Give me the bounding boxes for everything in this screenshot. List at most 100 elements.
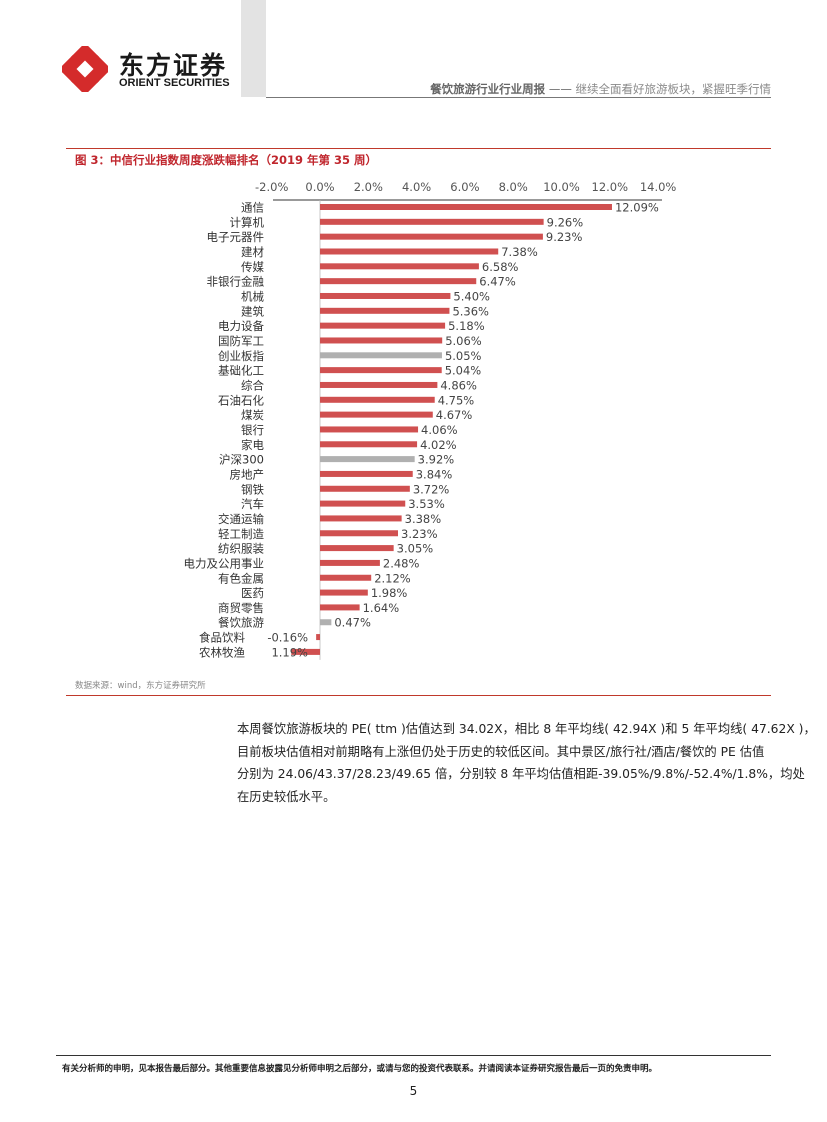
category-label: 医药: [241, 586, 264, 600]
value-label: 5.36%: [452, 304, 489, 318]
bar: [320, 456, 415, 463]
figure-title: 图 3：中信行业指数周度涨跌幅排名（2019 年第 35 周）: [75, 153, 378, 167]
category-label: 机械: [241, 289, 264, 303]
value-label: 7.38%: [501, 245, 538, 259]
value-label: -0.16%: [267, 631, 308, 645]
category-label: 食品饮料: [199, 631, 245, 645]
value-label: 1.98%: [371, 586, 408, 600]
value-label: 5.04%: [445, 364, 482, 378]
category-label: 家电: [241, 438, 264, 452]
bar: [320, 515, 402, 522]
category-label: 传媒: [241, 260, 264, 274]
value-label: 4.75%: [438, 393, 475, 407]
figure-top-divider: [66, 148, 771, 149]
bar: [320, 559, 380, 566]
page-number: 5: [409, 1084, 418, 1098]
value-label: 3.84%: [416, 467, 453, 481]
bar: [320, 292, 451, 299]
x-tick-label: 14.0%: [640, 180, 677, 194]
category-label: 农林牧渔: [199, 645, 245, 659]
bar: [320, 589, 368, 596]
category-label: 商贸零售: [218, 601, 264, 615]
value-label: 9.23%: [546, 230, 583, 244]
bar: [320, 337, 443, 344]
x-tick-label: 0.0%: [305, 180, 334, 194]
value-label: 5.40%: [453, 289, 490, 303]
category-label: 基础化工: [218, 364, 264, 378]
body-line: 本周餐饮旅游板块的 PE( ttm )估值达到 34.02X，相比 8 年平均线…: [237, 722, 816, 736]
value-label: 3.05%: [397, 542, 434, 556]
value-label: 1.19%: [271, 645, 308, 659]
brand-name-cn: 东方证券: [119, 51, 228, 80]
body-line: 目前板块估值相对前期略有上涨但仍处于历史的较低区间。其中景区/旅行社/酒店/餐饮…: [237, 744, 765, 759]
bar: [320, 204, 612, 210]
bar: [320, 426, 419, 433]
value-label: 4.86%: [440, 378, 477, 392]
value-label: 6.47%: [479, 275, 516, 289]
report-header: 餐饮旅游行业行业周报 —— 继续全面看好旅游板块，紧握旺季行情: [430, 81, 771, 97]
bar: [320, 574, 372, 581]
bar: [320, 530, 399, 537]
category-label: 轻工制造: [218, 527, 264, 541]
category-label: 石油石化: [218, 393, 264, 407]
category-label: 餐饮旅游: [218, 616, 264, 630]
value-label: 1.64%: [363, 601, 400, 615]
category-label: 纺织服装: [218, 542, 264, 556]
category-label: 电力及公用事业: [184, 556, 265, 570]
value-label: 6.58%: [482, 260, 519, 274]
x-tick-label: 8.0%: [499, 180, 528, 194]
category-label: 建材: [241, 245, 264, 259]
value-label: 5.18%: [448, 319, 485, 333]
bar: [320, 263, 479, 270]
category-label: 创业板指: [218, 349, 264, 363]
value-label: 3.53%: [408, 497, 445, 511]
value-label: 3.72%: [413, 482, 450, 496]
bar: [320, 367, 442, 374]
bar: [320, 396, 435, 403]
bar: [320, 619, 332, 626]
bar: [320, 218, 544, 225]
category-label: 沪深300: [219, 453, 264, 467]
value-label: 2.48%: [383, 556, 420, 570]
orient-logo-icon: [62, 46, 108, 92]
x-tick-label: 12.0%: [592, 180, 629, 194]
bar: [320, 545, 394, 552]
figure-bottom-divider: [66, 695, 771, 696]
value-label: 5.06%: [445, 334, 482, 348]
bar: [320, 233, 543, 240]
x-tick-label: 4.0%: [402, 180, 431, 194]
bar: [320, 322, 446, 329]
bar: [320, 411, 433, 418]
report-title: 餐饮旅游行业行业周报: [430, 82, 546, 96]
category-label: 电子元器件: [207, 230, 265, 244]
value-label: 4.67%: [436, 408, 473, 422]
body-line: 在历史较低水平。: [237, 789, 336, 804]
bar: [316, 634, 320, 641]
bar: [320, 352, 442, 359]
body-paragraph: 本周餐饮旅游板块的 PE( ttm )估值达到 34.02X，相比 8 年平均线…: [237, 718, 816, 808]
brand-name-en: ORIENT SECURITIES: [119, 77, 230, 89]
bar: [320, 441, 418, 448]
bar: [291, 648, 320, 655]
bar: [320, 500, 406, 507]
category-label: 非银行金融: [207, 275, 265, 289]
value-label: 4.06%: [421, 423, 458, 437]
bar: [320, 307, 450, 314]
x-tick-label: -2.0%: [255, 180, 288, 194]
category-label: 煤炭: [241, 408, 264, 422]
header-gray-block: [241, 0, 266, 97]
header-separator: ——: [545, 82, 576, 96]
figure-source: 数据来源：wind，东方证券研究所: [75, 681, 206, 691]
category-label: 钢铁: [241, 482, 264, 496]
category-label: 房地产: [230, 467, 265, 481]
category-label: 电力设备: [218, 319, 264, 333]
x-tick-label: 10.0%: [543, 180, 580, 194]
category-label: 有色金属: [218, 571, 264, 585]
x-tick-label: 6.0%: [450, 180, 479, 194]
category-label: 交通运输: [218, 512, 264, 526]
category-label: 国防军工: [218, 334, 264, 348]
category-label: 汽车: [241, 497, 264, 511]
bar: [320, 278, 477, 285]
footer-divider: [56, 1055, 771, 1056]
value-label: 0.47%: [334, 616, 371, 630]
